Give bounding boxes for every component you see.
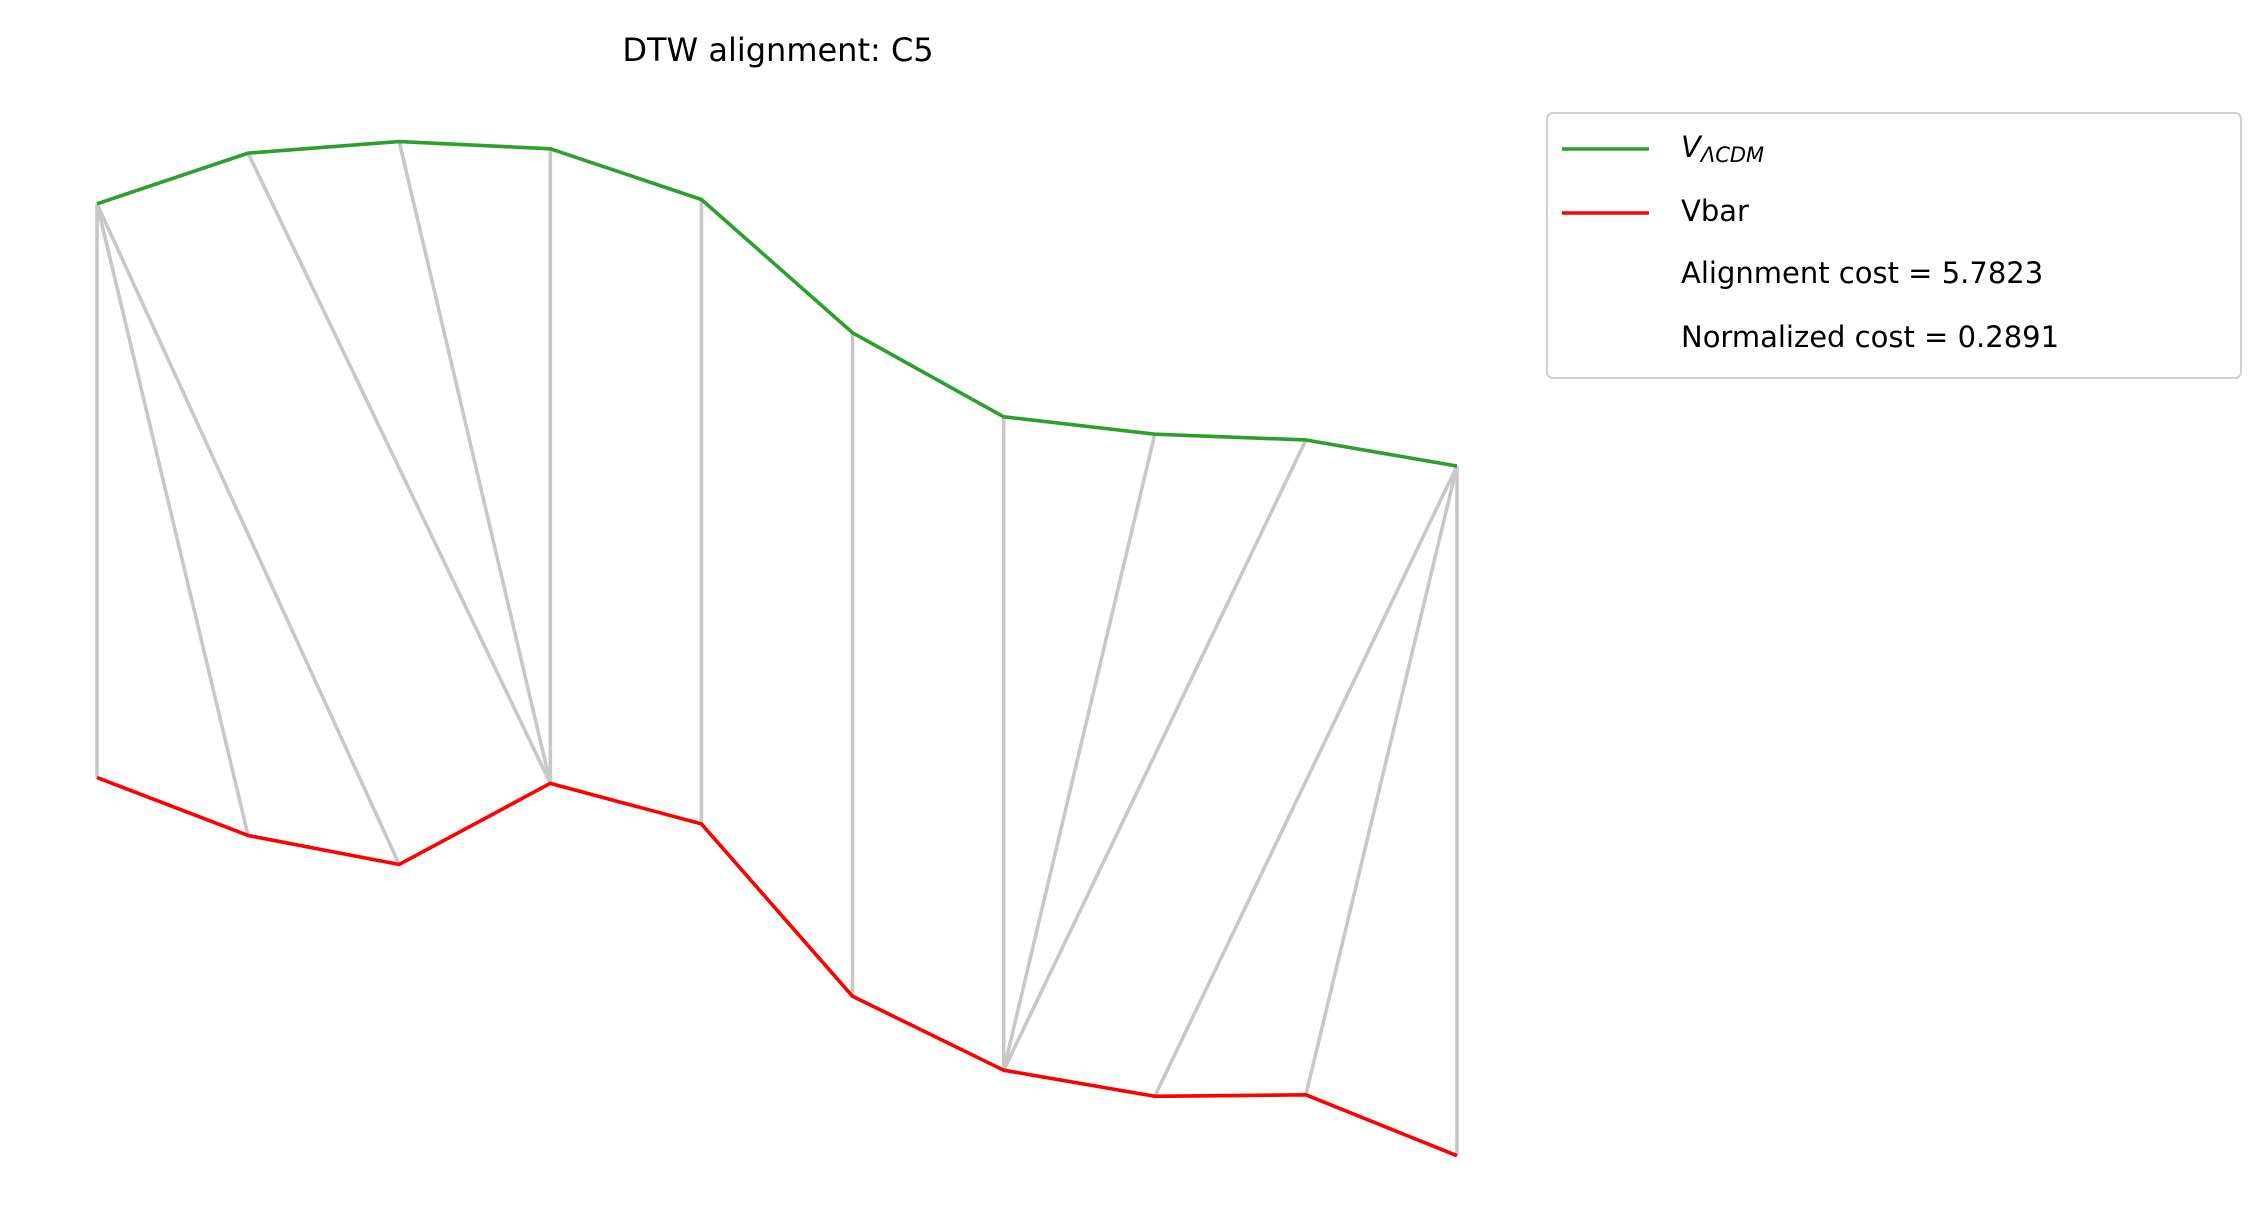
legend-label: Vbar [1681,194,1749,228]
series-line [96,775,1458,1158]
legend-name: V [1681,130,1703,164]
alignment-link [246,152,552,785]
legend-annotation: Alignment cost = 5.7823 [1681,256,2043,290]
legend-label: VΛCDM [1681,130,1764,167]
legend-box [1546,112,2242,379]
alignment-link [95,203,250,836]
alignment-link [397,141,553,784]
legend-annotation: Normalized cost = 0.2891 [1681,320,2059,354]
alignment-link [1002,439,1308,1071]
legend-subscript: ΛCDM [1699,143,1764,167]
alignment-link [1304,465,1459,1096]
alignment-link [1001,433,1157,1071]
alignment-link [1153,465,1459,1098]
alignment-link [95,203,401,866]
series-line [96,139,1458,468]
legend-name: Vbar [1681,194,1749,228]
chart-title: DTW alignment: C5 [622,31,933,69]
